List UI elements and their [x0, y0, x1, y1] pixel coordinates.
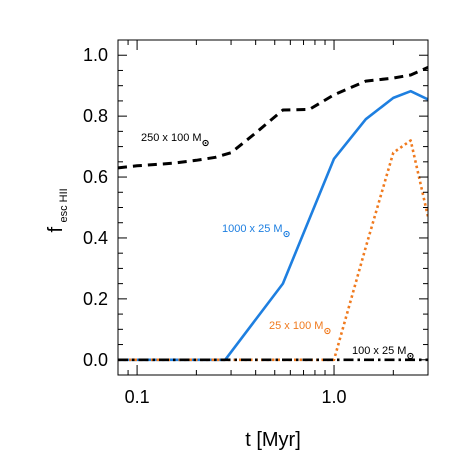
sun-symbol-dot-icon: [409, 355, 412, 357]
series-label-1: 250 x 100 M: [141, 132, 202, 144]
y-axis-title-sub: esc HII: [58, 188, 70, 222]
y-axis-title-main: f: [45, 227, 67, 233]
sun-symbol-icon: [324, 327, 331, 335]
sun-symbol-icon: [283, 230, 290, 238]
annotation-layer: 250 x 100 M 1000 x 25 M 25 x 100 M 100 x 25…: [141, 132, 414, 360]
series-label-2: 1000 x 25 M: [222, 223, 283, 235]
sun-symbol-icon: [202, 139, 209, 147]
sun-symbol-dot-icon: [326, 330, 329, 332]
y-axis-title: f esc HII: [45, 188, 70, 232]
y-tick-label: 1.0: [83, 45, 108, 65]
series-label-3: 25 x 100 M: [269, 320, 323, 332]
series-line-1: [118, 66, 428, 170]
sun-symbol-icon: [407, 352, 414, 360]
x-tick-label: 1.0: [322, 387, 347, 407]
series-layer: [118, 66, 428, 362]
x-tick-label: 0.1: [125, 387, 150, 407]
series-label-4: 100 x 25 M: [352, 345, 406, 357]
axes-layer: 0.0 0.2 0.4 0.6 0.8 1.0 0.1 1.0 t [Myr] f esc HII: [45, 39, 429, 451]
series-line-2: [118, 89, 428, 362]
x-axis-title: t [Myr]: [245, 429, 301, 451]
sun-symbol-dot-icon: [285, 233, 288, 235]
y-tick-label: 0.2: [83, 289, 108, 309]
y-tick-label: 0.4: [83, 228, 108, 248]
y-tick-label: 0.8: [83, 106, 108, 126]
y-tick-label: 0.0: [83, 350, 108, 370]
sun-symbol-dot-icon: [204, 142, 207, 144]
y-tick-label: 0.6: [83, 167, 108, 187]
